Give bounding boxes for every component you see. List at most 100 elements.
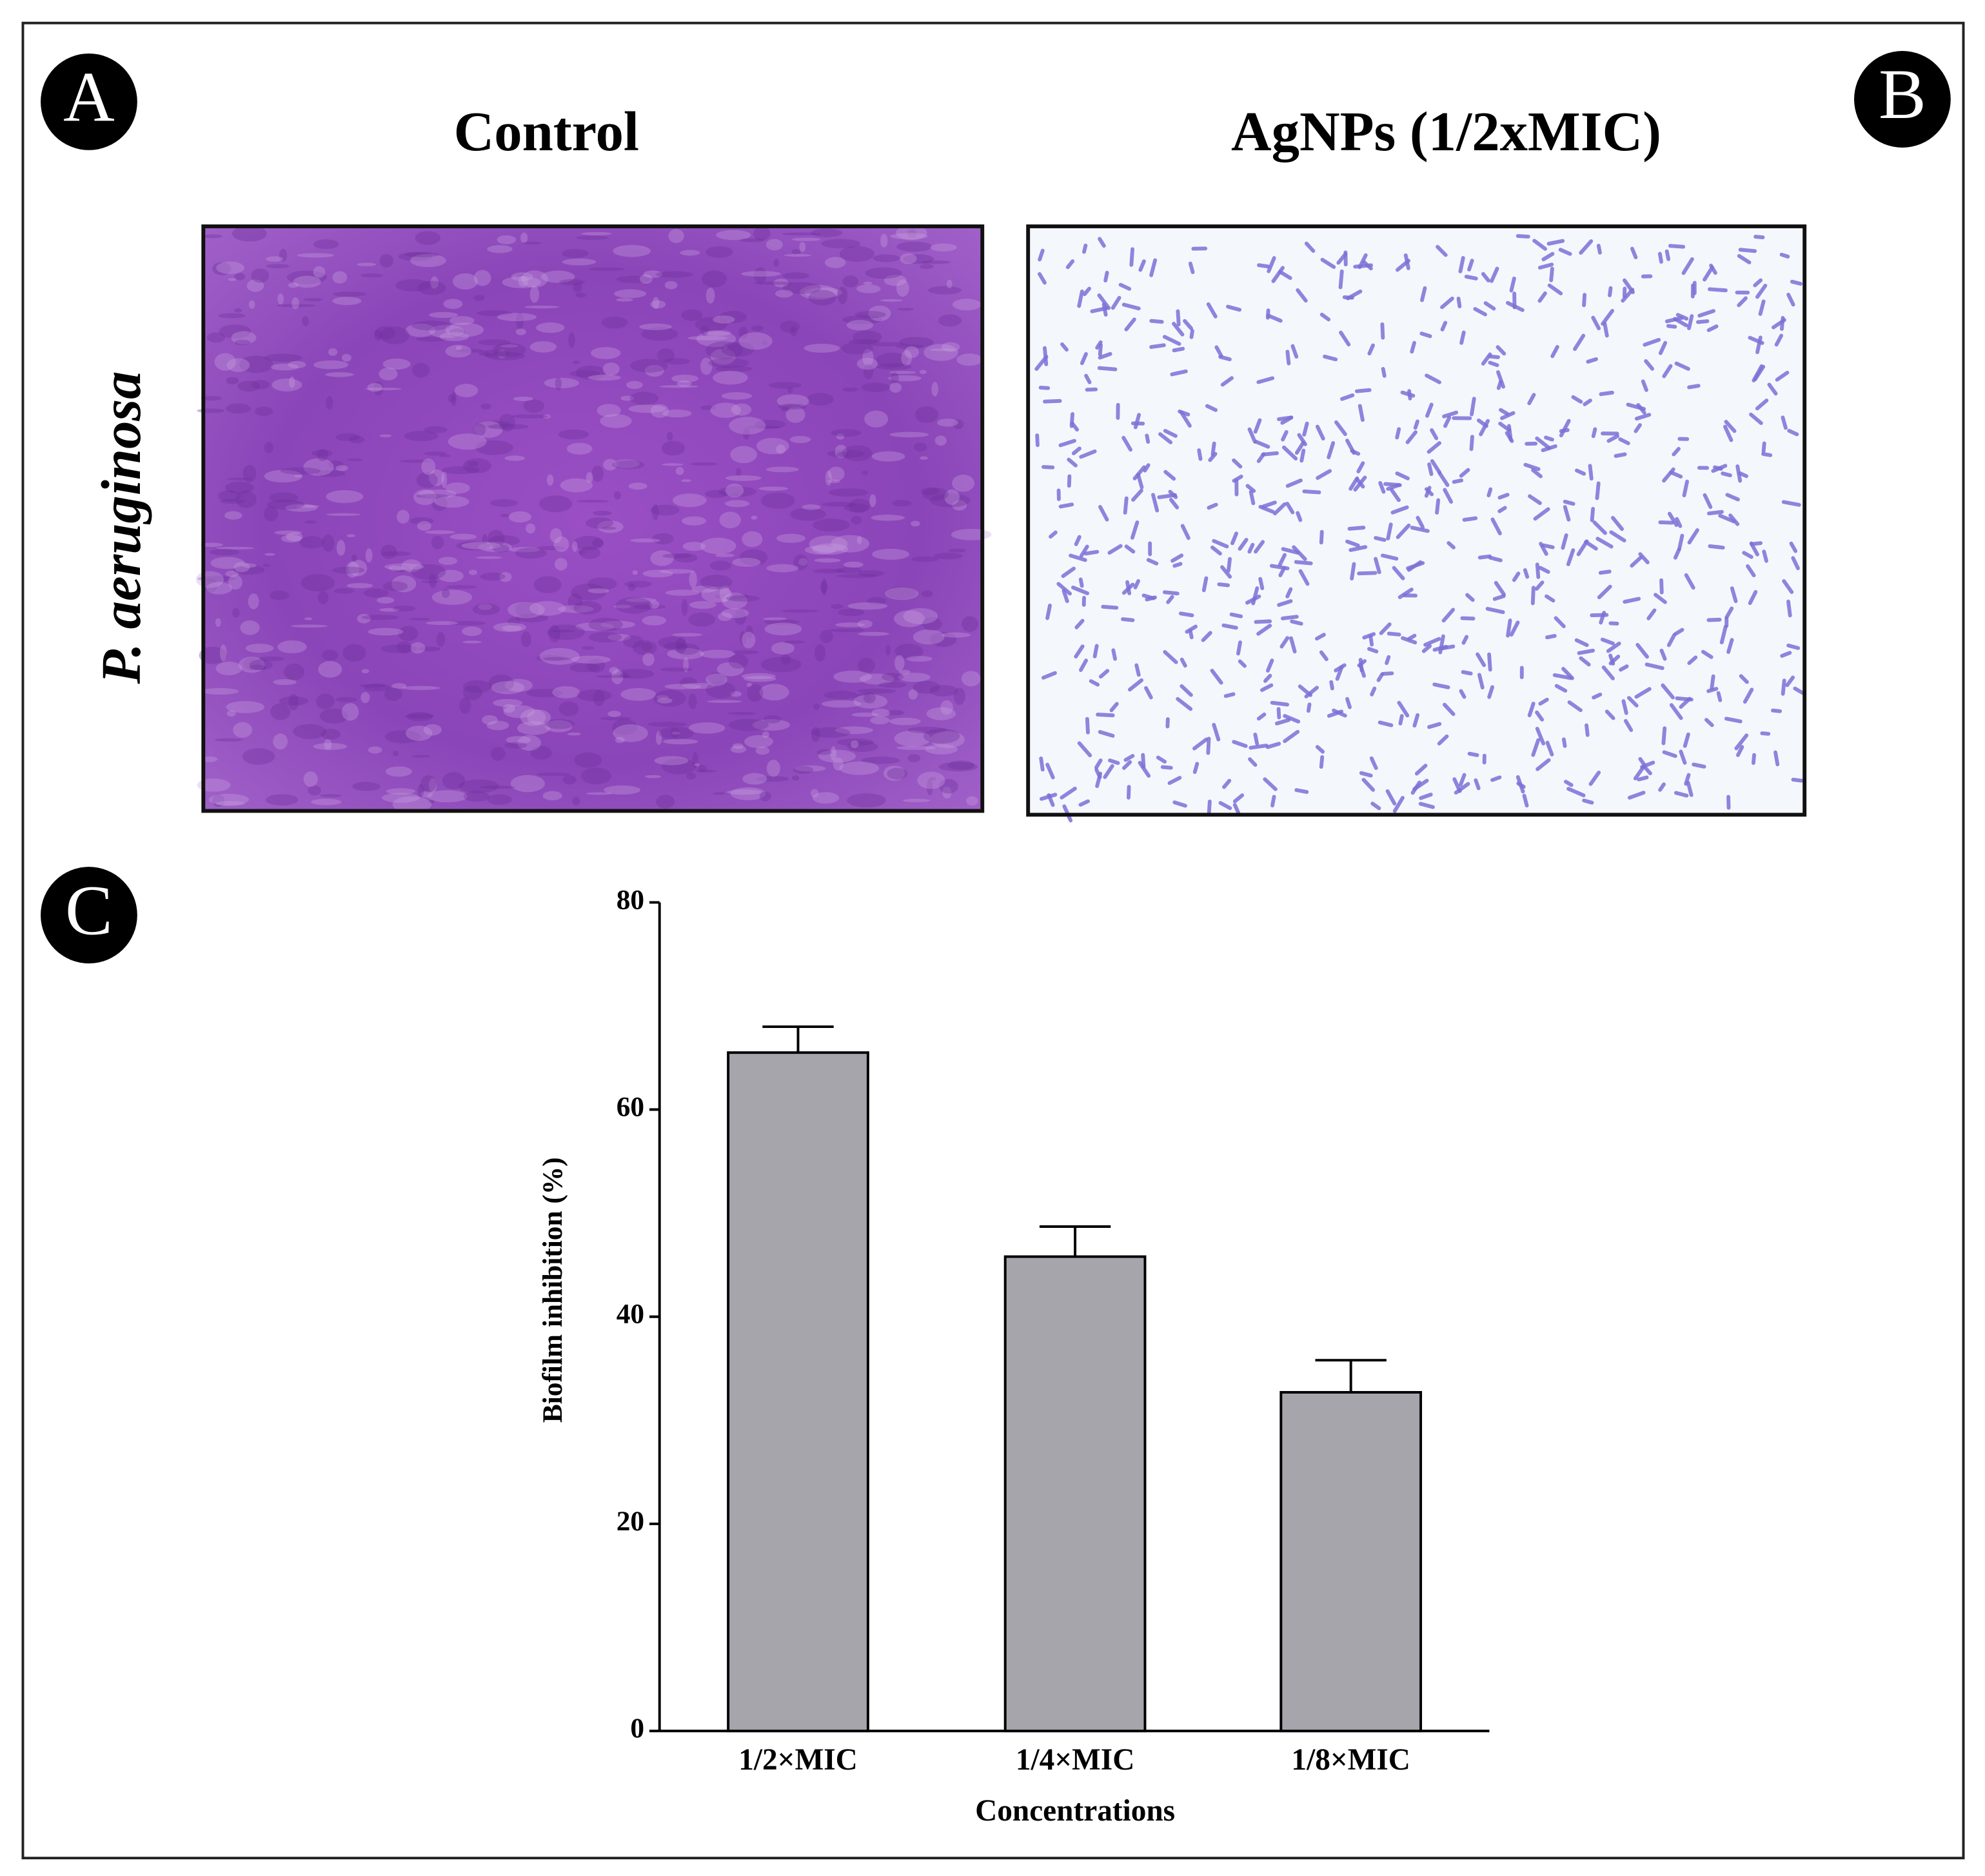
- texture: [1708, 287, 1728, 293]
- texture: [200, 542, 224, 548]
- texture: [486, 720, 509, 731]
- texture: [1260, 683, 1274, 692]
- texture: [415, 231, 441, 245]
- texture: [1207, 502, 1218, 510]
- texture: [1673, 548, 1681, 560]
- texture: [706, 288, 715, 304]
- texture: [721, 342, 755, 357]
- texture: [1719, 624, 1728, 645]
- texture: [1060, 342, 1069, 352]
- texture: [1256, 712, 1267, 721]
- texture: [1527, 393, 1536, 406]
- texture: [269, 492, 299, 503]
- texture: [1775, 370, 1790, 382]
- texture: [573, 535, 604, 551]
- texture: [894, 730, 931, 747]
- texture: [645, 775, 662, 778]
- texture: [1753, 235, 1765, 239]
- texture: [789, 435, 811, 444]
- texture: [798, 558, 808, 566]
- texture: [762, 341, 767, 346]
- x-tick-label: 1/2×MIC: [738, 1743, 858, 1777]
- texture: [1230, 531, 1239, 546]
- texture: [1739, 674, 1749, 684]
- texture: [1109, 702, 1119, 713]
- texture: [952, 475, 974, 492]
- texture: [1658, 520, 1674, 525]
- texture: [600, 413, 632, 428]
- texture: [1126, 785, 1131, 800]
- texture: [771, 642, 795, 655]
- texture: [698, 765, 707, 773]
- texture: [1558, 248, 1572, 256]
- texture: [944, 489, 960, 505]
- texture: [716, 662, 744, 676]
- texture: [1661, 683, 1675, 700]
- texture: [1687, 655, 1698, 666]
- texture: [1180, 657, 1187, 668]
- texture: [713, 315, 735, 324]
- texture: [279, 248, 288, 262]
- texture: [333, 291, 367, 297]
- texture: [600, 716, 631, 721]
- texture: [675, 637, 687, 654]
- texture: [1397, 587, 1414, 599]
- texture: [1236, 640, 1242, 656]
- texture: [725, 475, 762, 481]
- texture: [569, 370, 600, 377]
- texture: [324, 372, 354, 377]
- texture: [1459, 689, 1467, 699]
- texture: [1172, 800, 1187, 808]
- texture: [862, 349, 874, 366]
- texture: [1089, 679, 1100, 687]
- texture: [476, 420, 511, 429]
- texture: [572, 796, 580, 805]
- texture: [1497, 506, 1507, 513]
- texture: [1261, 500, 1277, 509]
- texture: [1320, 257, 1336, 270]
- texture: [1281, 430, 1289, 442]
- texture: [1212, 538, 1229, 549]
- texture: [721, 392, 753, 400]
- texture: [1297, 433, 1307, 446]
- texture: [1481, 272, 1490, 282]
- texture: [1299, 448, 1306, 463]
- texture: [1149, 319, 1164, 324]
- texture: [588, 588, 609, 593]
- texture: [1644, 359, 1655, 371]
- texture: [601, 316, 628, 329]
- texture: [360, 692, 370, 704]
- texture: [411, 755, 431, 758]
- texture: [1041, 465, 1055, 469]
- texture: [319, 708, 348, 724]
- texture: [1494, 580, 1506, 597]
- texture: [288, 360, 306, 368]
- texture: [1614, 452, 1627, 459]
- texture: [718, 486, 756, 497]
- texture: [264, 506, 279, 522]
- texture: [642, 569, 673, 578]
- texture: [233, 308, 242, 313]
- texture: [1706, 687, 1719, 693]
- texture: [1412, 778, 1429, 791]
- texture: [499, 572, 512, 582]
- texture: [264, 353, 303, 362]
- texture: [751, 515, 758, 520]
- texture: [404, 430, 439, 442]
- texture: [1071, 446, 1081, 455]
- texture: [616, 298, 633, 302]
- texture: [410, 517, 434, 525]
- texture: [1254, 540, 1265, 554]
- texture: [328, 348, 338, 356]
- texture: [1737, 296, 1748, 308]
- texture: [759, 791, 771, 802]
- texture: [616, 275, 652, 283]
- texture: [475, 440, 513, 455]
- texture: [869, 494, 876, 508]
- texture: [689, 600, 716, 609]
- texture: [1464, 274, 1478, 281]
- texture: [363, 588, 389, 598]
- texture: [1131, 488, 1143, 502]
- texture: [1074, 618, 1085, 629]
- texture: [417, 784, 424, 797]
